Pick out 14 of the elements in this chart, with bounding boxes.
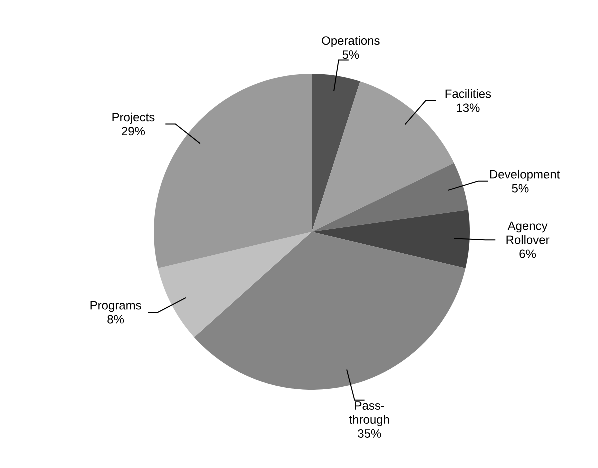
slice-label: Agency Rollover	[506, 222, 550, 244]
data-label: 35%	[358, 430, 382, 438]
slice-label: Operations	[322, 36, 380, 48]
data-label: 8%	[108, 315, 124, 324]
slice-label: Programs	[90, 301, 142, 312]
slice-label: Development	[490, 170, 560, 182]
slice-label: Facilities	[446, 89, 492, 98]
slice-label: Projects	[112, 112, 155, 124]
data-label: 29%	[122, 127, 146, 136]
slice-label: Pass-through	[349, 402, 390, 426]
data-label: 5%	[512, 184, 529, 193]
data-label: 13%	[457, 104, 480, 112]
data-label: 6%	[520, 250, 536, 258]
data-label: 5%	[342, 50, 360, 60]
